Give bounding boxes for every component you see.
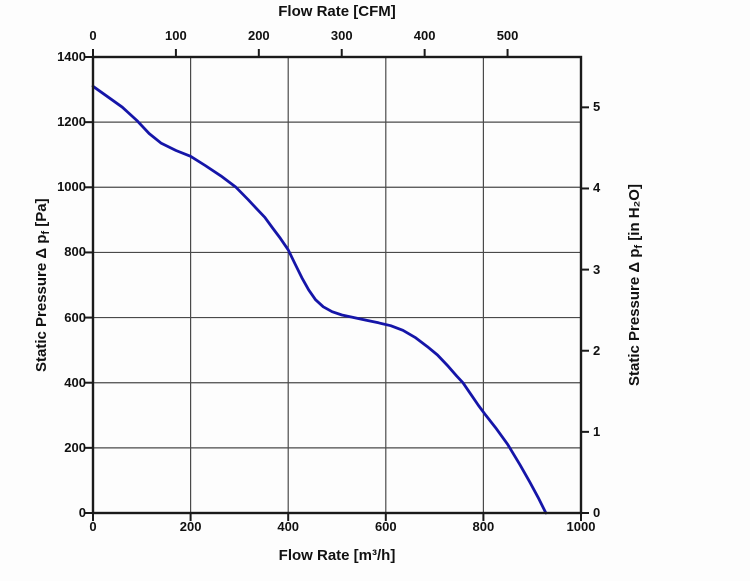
right-tick-label: 1 — [593, 423, 601, 439]
top-tick-label: 100 — [165, 28, 187, 43]
bottom-tick-label: 200 — [179, 519, 202, 534]
left-tick-label: 400 — [64, 374, 86, 390]
left-tick-label: 600 — [64, 309, 86, 325]
right-tick-label: 5 — [593, 99, 601, 115]
top-tick-label: 0 — [89, 28, 97, 43]
left-tick-label: 1400 — [57, 49, 86, 64]
right-tick-label: 0 — [593, 505, 601, 520]
top-tick-label: 200 — [247, 28, 270, 43]
top-tick-label: 400 — [413, 28, 436, 43]
left-tick-label: 1200 — [57, 114, 86, 130]
left-axis-title-subscript: f — [40, 230, 52, 235]
top-tick-label: 300 — [330, 28, 353, 43]
bottom-tick-label: 0 — [89, 519, 97, 534]
left-tick-label: 200 — [64, 439, 86, 455]
top-tick-label: 500 — [496, 28, 519, 43]
left-tick-label: 0 — [78, 505, 86, 520]
bottom-axis-title: Flow Rate [m³/h] — [278, 547, 396, 564]
left-tick-label: 800 — [64, 244, 86, 260]
right-axis-title-subscript: f — [633, 244, 645, 249]
bottom-tick-label: 600 — [374, 519, 397, 534]
bottom-tick-label: 1000 — [566, 519, 596, 534]
right-tick-label: 2 — [593, 342, 601, 358]
right-axis-title: Static Pressure Δ pf [in H₂O] — [626, 57, 645, 513]
right-axis-title-text: Static Pressure Δ p — [626, 248, 643, 386]
fan-curve — [91, 84, 548, 515]
right-axis-title-unit: [in H₂O] — [626, 184, 643, 245]
top-axis-title: Flow Rate [CFM] — [278, 3, 396, 20]
bottom-tick-label: 400 — [277, 519, 300, 534]
plot-frame — [91, 55, 583, 515]
left-tick-label: 1000 — [57, 179, 86, 195]
left-axis-title-unit: [Pa] — [33, 198, 50, 231]
bottom-tick-label: 800 — [472, 519, 495, 534]
right-tick-label: 3 — [593, 261, 601, 277]
right-tick-label: 4 — [593, 180, 601, 196]
